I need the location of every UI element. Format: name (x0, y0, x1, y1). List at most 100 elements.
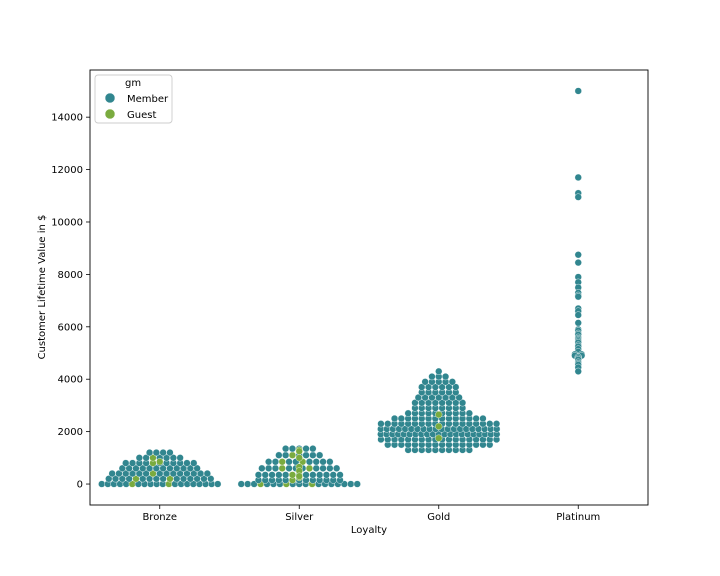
data-point-member (441, 372, 450, 381)
data-point-member (390, 414, 399, 423)
data-point-member (288, 445, 297, 453)
data-point-guest (295, 454, 303, 462)
plot-area (98, 87, 586, 488)
data-point-member (305, 458, 314, 466)
x-axis: Bronze Silver Gold Platinum (142, 505, 600, 523)
x-axis-label: Loyalty (351, 525, 387, 536)
y-tick-label: 8000 (58, 270, 83, 281)
data-point-member (275, 451, 283, 459)
data-point-member (574, 173, 582, 182)
data-point-member (465, 409, 473, 417)
legend-title: gm (125, 78, 141, 89)
legend-label-member: Member (127, 94, 169, 105)
data-point-member (574, 293, 582, 301)
data-point-member (159, 448, 167, 457)
data-point-member (302, 445, 310, 453)
data-point-member (128, 459, 137, 467)
y-axis: 0 2000 4000 6000 8000 10000 12000 14000 (51, 113, 90, 491)
data-point-member (309, 445, 317, 453)
y-tick-label: 4000 (58, 375, 83, 386)
data-point-member (322, 471, 331, 479)
data-point-member (448, 378, 456, 386)
data-point-member (574, 193, 582, 201)
data-point-guest (288, 451, 297, 459)
data-point-member (574, 251, 582, 259)
data-point-member (183, 459, 191, 467)
data-point-member (268, 471, 276, 479)
data-point-member (244, 480, 252, 488)
legend-marker-guest (104, 108, 116, 120)
data-point-member (479, 414, 487, 423)
data-point-member (237, 480, 245, 488)
data-point-member (404, 409, 412, 417)
y-tick-label: 14000 (51, 113, 83, 124)
data-point-member (203, 469, 211, 478)
data-point-member (271, 458, 280, 466)
data-point-member (353, 480, 361, 488)
data-point-member (265, 464, 273, 472)
data-point-member (312, 464, 320, 472)
legend: gm Member Guest (94, 74, 173, 124)
x-tick-label-platinum: Platinum (556, 512, 600, 523)
data-point-member (98, 480, 106, 488)
data-point-guest (295, 472, 303, 480)
data-point-member (254, 471, 263, 479)
data-point-member (326, 464, 334, 472)
data-point-member (421, 378, 429, 386)
data-point-member (316, 451, 324, 459)
data-point-member (176, 454, 184, 462)
data-point-member (108, 469, 116, 478)
data-point-member (190, 459, 198, 467)
data-point-member (316, 471, 324, 479)
data-point-member (574, 87, 582, 95)
data-point-member (384, 420, 392, 428)
y-tick-label: 12000 (51, 165, 83, 176)
legend-marker-member (104, 92, 116, 104)
data-point-member (333, 464, 341, 472)
y-tick-label: 2000 (58, 427, 83, 438)
data-point-member (309, 451, 317, 459)
data-point-member (574, 259, 582, 267)
data-point-member (214, 480, 222, 488)
data-point-guest (288, 471, 297, 479)
data-point-member (145, 448, 154, 457)
y-tick-label: 6000 (58, 322, 83, 333)
data-point-member (122, 459, 130, 467)
data-point-member (574, 311, 582, 319)
y-tick-label: 10000 (51, 217, 83, 228)
x-tick-label-silver: Silver (285, 512, 314, 523)
data-point-member (309, 471, 317, 479)
legend-label-guest: Guest (127, 110, 156, 121)
data-point-member (336, 471, 344, 479)
data-point-member (285, 464, 293, 472)
data-point-member (302, 451, 310, 459)
data-point-guest (156, 458, 164, 466)
data-point-member (329, 471, 337, 479)
data-point-member (275, 471, 283, 479)
data-point-member (282, 451, 290, 459)
data-point-member (282, 471, 290, 479)
data-point-member (135, 454, 143, 462)
data-point-member (319, 464, 327, 472)
data-point-member (452, 383, 460, 391)
data-point-member (428, 372, 436, 381)
axes-frame (89, 69, 649, 506)
data-point-member (486, 420, 494, 428)
data-point-member (193, 464, 201, 472)
data-point-member (285, 458, 293, 466)
x-tick-label-gold: Gold (427, 512, 450, 523)
data-point-guest (305, 464, 314, 472)
data-point-member (319, 458, 327, 466)
data-point-member (458, 399, 467, 407)
data-point-guest (278, 464, 286, 472)
data-point-member (207, 475, 215, 483)
data-point-member (326, 458, 334, 466)
data-point-member (435, 367, 443, 375)
data-point-member (455, 393, 463, 402)
data-point-guest (435, 434, 443, 442)
data-point-member (282, 445, 290, 453)
data-point-member (265, 458, 273, 466)
data-point-guest (435, 422, 443, 430)
data-point-member (397, 414, 405, 423)
